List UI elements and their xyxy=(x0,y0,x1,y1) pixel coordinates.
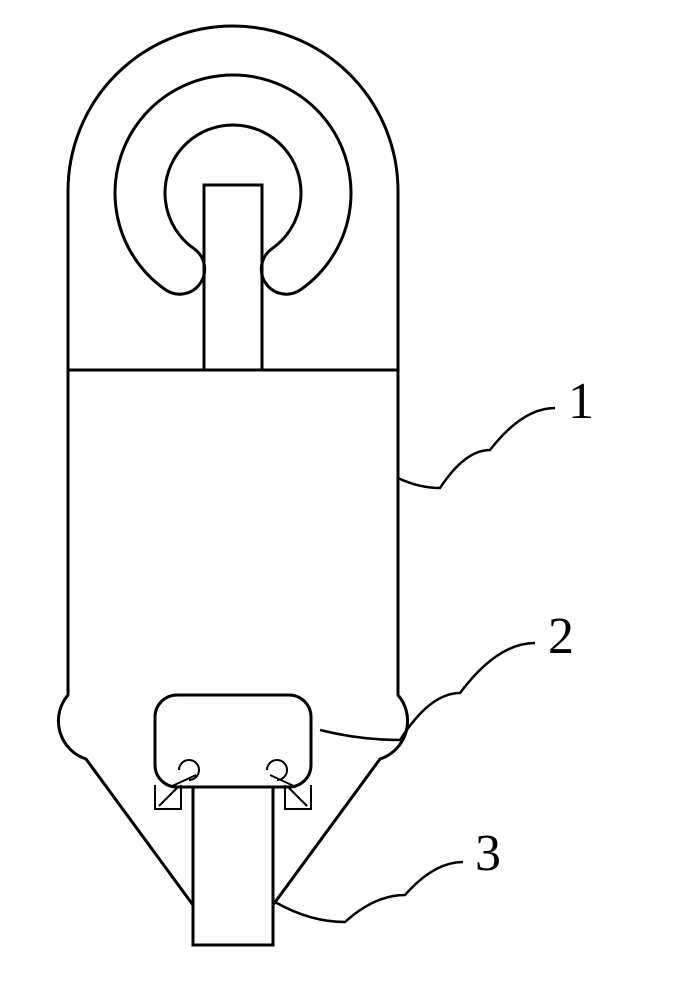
socket-clip-right xyxy=(267,760,296,787)
callout-label-2: 2 xyxy=(548,608,574,665)
callout-label-3: 3 xyxy=(475,825,501,882)
socket-block xyxy=(155,695,311,787)
socket-clip-left xyxy=(170,760,199,787)
socket-bracket-diag-left xyxy=(159,788,177,806)
horseshoe-stem xyxy=(204,185,262,370)
plug-tab xyxy=(193,787,273,945)
leader-1 xyxy=(398,408,555,488)
leader-3 xyxy=(275,862,463,922)
socket-bracket-diag-right xyxy=(289,788,307,806)
callout-label-1: 1 xyxy=(568,373,594,430)
leader-2 xyxy=(320,643,535,740)
device-body xyxy=(58,26,407,905)
